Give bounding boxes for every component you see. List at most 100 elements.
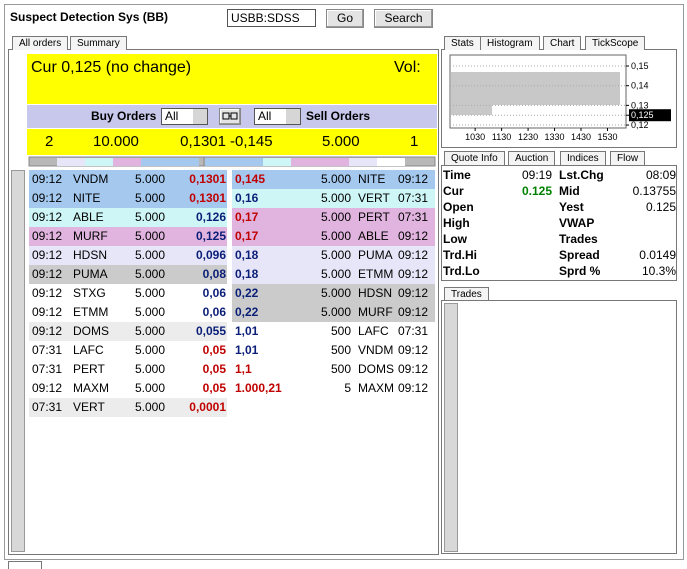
quote-tab[interactable]: Quote Info <box>444 151 505 165</box>
sell-time: 07:31 <box>398 191 429 205</box>
quote-tab[interactable]: Flow <box>610 151 646 165</box>
y-tick-label: 0,13 <box>631 100 649 110</box>
buy-qty: 5.000 <box>135 305 166 319</box>
symbol-input[interactable]: USBB:SDSS <box>227 9 316 27</box>
sell-row <box>232 208 435 227</box>
sell-orders-label: Sell Orders <box>306 109 371 123</box>
sell-row <box>232 246 435 265</box>
sell-time: 07:31 <box>398 324 429 338</box>
buy-qty: 5.000 <box>135 172 166 186</box>
bottom-tab <box>8 561 42 569</box>
buy-row <box>29 398 227 417</box>
buy-time: 09:12 <box>32 172 63 186</box>
buy-time: 09:12 <box>32 286 63 300</box>
buy-symbol: HDSN <box>73 248 108 262</box>
sell-price: 0,18 <box>235 248 259 262</box>
buy-price: 0,08 <box>202 267 226 281</box>
sell-qty: 5 <box>344 381 351 395</box>
left-tab[interactable]: All orders <box>12 36 69 50</box>
buy-filter[interactable]: All <box>161 108 208 125</box>
buy-price: 0,05 <box>202 362 226 376</box>
sell-row <box>232 227 435 246</box>
buy-symbol: VNDM <box>73 172 109 186</box>
scrollbar[interactable] <box>11 170 25 552</box>
buy-row <box>29 170 227 189</box>
y-tick-label: 0,15 <box>631 61 649 71</box>
buy-time: 09:12 <box>32 324 63 338</box>
x-tick-label: 1530 <box>597 132 617 142</box>
buy-price: 0,06 <box>202 286 226 300</box>
buy-qty: 5.000 <box>135 362 166 376</box>
right-tab[interactable]: Chart <box>543 36 582 50</box>
right-tab[interactable]: TickScope <box>585 36 646 50</box>
search-button[interactable]: Search <box>374 9 433 28</box>
buy-time: 09:12 <box>32 248 63 262</box>
sell-row <box>232 360 435 379</box>
sell-price: 1.000,21 <box>235 381 282 395</box>
sell-qty: 5.000 <box>320 172 351 186</box>
right-tab[interactable]: Stats <box>444 36 481 50</box>
sell-qty: 5.000 <box>320 305 351 319</box>
quote-label: Mid <box>559 184 580 198</box>
link-button[interactable] <box>219 108 241 125</box>
quote-label: Open <box>443 200 474 214</box>
sell-time: 09:12 <box>398 362 429 376</box>
sell-row <box>232 170 435 189</box>
sell-time: 09:12 <box>398 305 429 319</box>
buy-price: 0,1301 <box>189 191 226 205</box>
price-range <box>451 72 620 115</box>
sell-symbol: PUMA <box>358 248 393 262</box>
y-tick-label: 0,14 <box>631 81 649 91</box>
buy-time: 09:12 <box>32 191 63 205</box>
buy-row <box>29 227 227 246</box>
sell-row <box>232 265 435 284</box>
trades-scrollbar[interactable] <box>444 303 458 552</box>
buy-qty: 5.000 <box>135 400 166 414</box>
sell-price: 0,22 <box>235 286 259 300</box>
quote-value: 0.0149 <box>639 248 676 262</box>
window <box>4 4 684 560</box>
buy-price: 0,05 <box>202 381 226 395</box>
right-tab[interactable]: Histogram <box>480 36 540 50</box>
cur-banner <box>27 54 437 104</box>
buy-qty: 5.000 <box>135 381 166 395</box>
sell-qty: 5.000 <box>320 248 351 262</box>
sell-filter[interactable]: All <box>254 108 301 125</box>
buy-qty: 5.000 <box>135 267 166 281</box>
quote-label: Spread <box>559 248 600 262</box>
buy-row <box>29 189 227 208</box>
quote-label: Trades <box>559 232 598 246</box>
buy-row <box>29 303 227 322</box>
cur-text: Cur 0,125 (no change) <box>31 59 192 76</box>
buy-qty: 5.000 <box>135 210 166 224</box>
buy-symbol: ABLE <box>73 210 104 224</box>
x-tick-label: 1230 <box>518 132 538 142</box>
buy-price: 0,096 <box>195 248 226 262</box>
quote-value: 0.125 <box>521 184 552 198</box>
buy-qty: 5.000 <box>135 324 166 338</box>
quote-tab[interactable]: Indices <box>560 151 606 165</box>
sell-price: 1,1 <box>235 362 252 376</box>
summary-value: 2 <box>45 133 54 150</box>
orders-panel <box>8 49 439 555</box>
trades-tab[interactable]: Trades <box>444 287 489 301</box>
buy-symbol: VERT <box>73 400 105 414</box>
sell-qty: 5.000 <box>320 210 351 224</box>
quote-label: Low <box>443 232 467 246</box>
sell-symbol: LAFC <box>358 324 389 338</box>
sell-symbol: ABLE <box>358 229 389 243</box>
y-tick-label: 0,125 <box>631 110 654 120</box>
summary-value: 5.000 <box>322 133 360 150</box>
left-tab[interactable]: Summary <box>70 36 127 50</box>
buy-time: 07:31 <box>32 400 63 414</box>
buy-orders-label: Buy Orders <box>91 109 157 123</box>
buy-row <box>29 208 227 227</box>
buy-row <box>29 379 227 398</box>
link-icon <box>222 112 238 120</box>
buy-time: 09:12 <box>32 210 63 224</box>
go-button[interactable]: Go <box>326 9 364 28</box>
vol-label: Vol: <box>394 59 421 76</box>
sell-qty: 5.000 <box>320 286 351 300</box>
trades-panel <box>441 300 677 554</box>
quote-tab[interactable]: Auction <box>508 151 556 165</box>
